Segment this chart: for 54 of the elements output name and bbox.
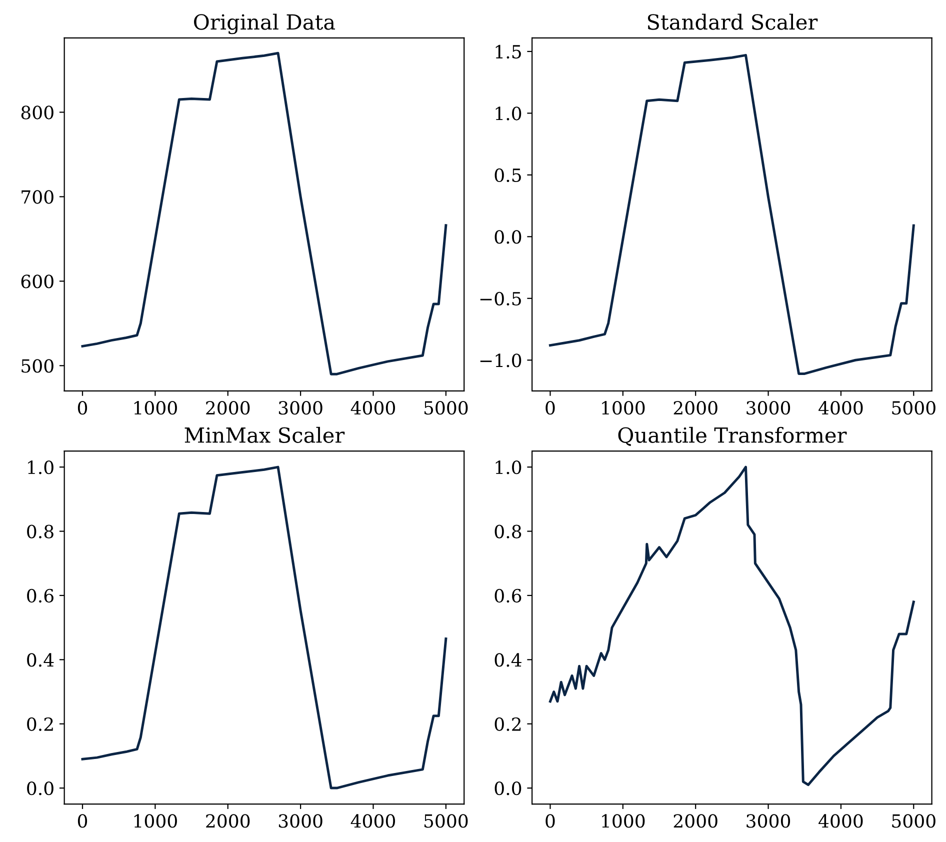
x-tick-label: 0	[546, 401, 555, 415]
x-tick-label: 0	[78, 814, 88, 828]
y-tick-label: −0.5	[480, 292, 521, 306]
y-tick-label: 700	[22, 190, 54, 204]
x-tick-label: 4000	[818, 814, 863, 828]
x-tick-label: 3000	[278, 401, 322, 415]
y-tick-label: 0.5	[494, 168, 521, 182]
x-tick-label: 3000	[746, 814, 790, 828]
y-tick-label: −1.0	[480, 354, 522, 368]
y-tick-label: 0.0	[494, 782, 522, 796]
y-tick-label: 500	[22, 359, 54, 373]
x-tick-label: 2000	[206, 401, 250, 415]
x-tick-label: 3000	[278, 814, 322, 828]
x-tick-label: 0	[78, 401, 88, 415]
y-tick-label: 800	[21, 106, 54, 120]
x-tick-label: 4000	[818, 401, 863, 415]
y-tick-label: 0.0	[494, 230, 522, 244]
y-tick-label: 0.8	[494, 524, 522, 538]
y-tick-label: 600	[21, 274, 54, 288]
x-tick-label: 5000	[892, 814, 936, 828]
y-tick-label: 1.5	[496, 44, 521, 59]
x-tick-label: 0	[546, 814, 555, 828]
y-tick-label: 0.6	[27, 588, 54, 603]
y-tick-label: 0.4	[494, 653, 522, 667]
y-tick-label: 1.0	[28, 460, 54, 474]
x-tick-label: 5000	[424, 401, 468, 415]
x-tick-label: 2000	[206, 814, 250, 828]
line-series	[548, 54, 915, 375]
chart-title: Original Data	[194, 14, 335, 34]
line-series	[81, 52, 448, 376]
x-tick-label: 5000	[892, 401, 936, 415]
y-tick-label: 1.0	[496, 106, 522, 120]
line-series	[548, 466, 915, 786]
chart-title: Standard Scaler	[648, 14, 818, 30]
x-tick-label: 4000	[350, 401, 396, 415]
y-tick-label: 0.2	[494, 717, 521, 731]
y-tick-label: 0.2	[27, 717, 53, 731]
y-tick-label: 0.0	[27, 782, 54, 796]
y-tick-label: 0.8	[27, 524, 54, 538]
x-tick-label: 3000	[746, 401, 790, 415]
line-series	[81, 466, 448, 790]
x-tick-label: 1000	[602, 814, 645, 828]
chart-title: MinMax Scaler	[184, 426, 345, 443]
chart-title: Quantile Transformer	[618, 426, 847, 446]
x-tick-label: 1000	[602, 401, 645, 415]
y-tick-label: 0.6	[494, 588, 522, 603]
y-tick-label: 0.4	[27, 653, 54, 667]
x-tick-label: 5000	[424, 814, 468, 828]
x-tick-label: 1000	[134, 401, 177, 415]
x-tick-label: 2000	[674, 401, 718, 415]
x-tick-label: 4000	[350, 814, 396, 828]
y-tick-label: 1.0	[496, 460, 522, 474]
x-tick-label: 1000	[134, 814, 177, 828]
x-tick-label: 2000	[674, 814, 718, 828]
